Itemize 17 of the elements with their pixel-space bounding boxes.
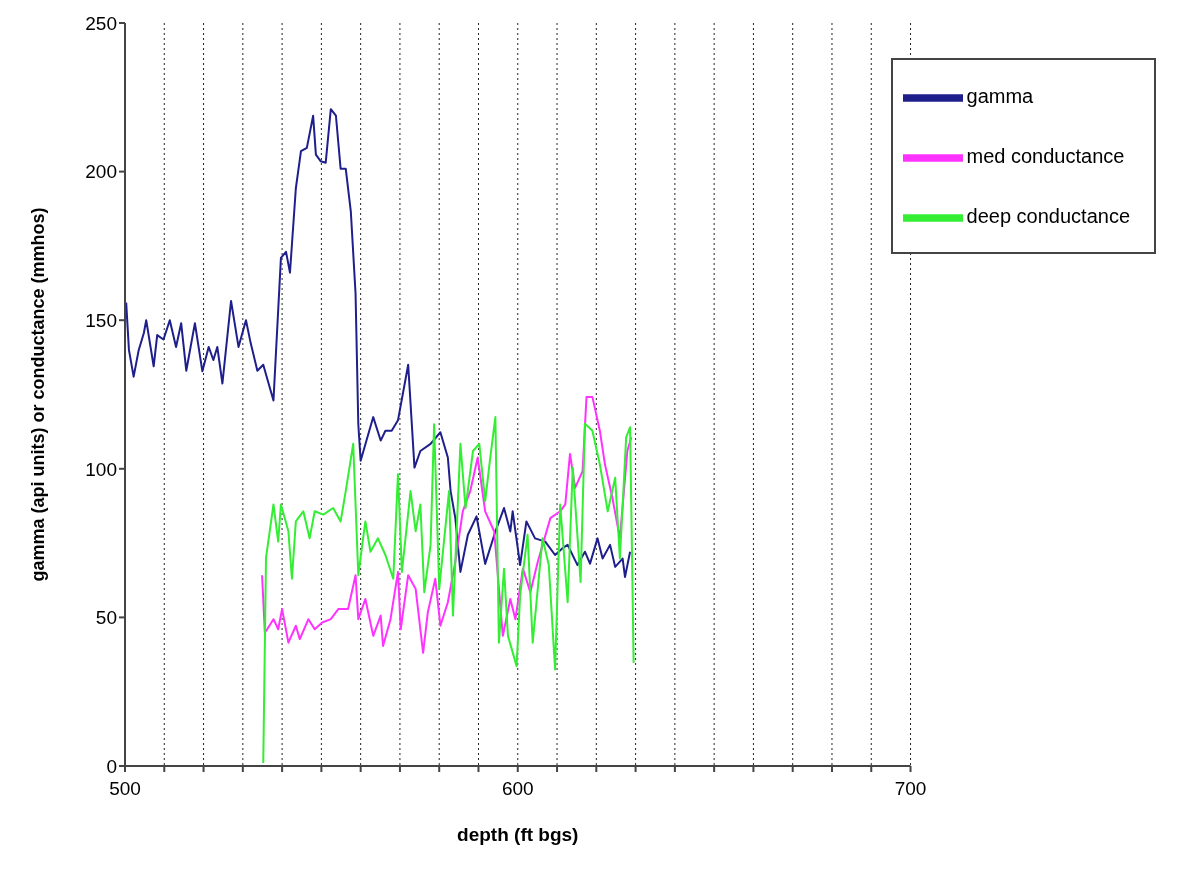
- x-tick-label: 700: [894, 778, 927, 800]
- legend-label: gamma: [966, 85, 1034, 108]
- legend-label: deep conductance: [966, 205, 1130, 228]
- y-tick-label: 50: [95, 607, 117, 629]
- line-series: [261, 395, 633, 654]
- y-tick-label: 0: [106, 755, 117, 777]
- y-tick-label: 250: [85, 12, 117, 34]
- line-series: [262, 416, 635, 765]
- x-axis-title: depth (ft bgs): [457, 824, 579, 845]
- y-tick-label: 150: [85, 309, 117, 331]
- x-tick-label: 600: [501, 778, 534, 800]
- y-tick-label: 100: [85, 458, 117, 480]
- legend-label: med conductance: [966, 145, 1125, 168]
- y-tick-label: 200: [85, 161, 117, 183]
- x-tick-label: 500: [109, 778, 141, 800]
- line-series: [125, 108, 632, 578]
- y-axis-title: gamma (api units) or conductance (mmhos): [28, 207, 49, 582]
